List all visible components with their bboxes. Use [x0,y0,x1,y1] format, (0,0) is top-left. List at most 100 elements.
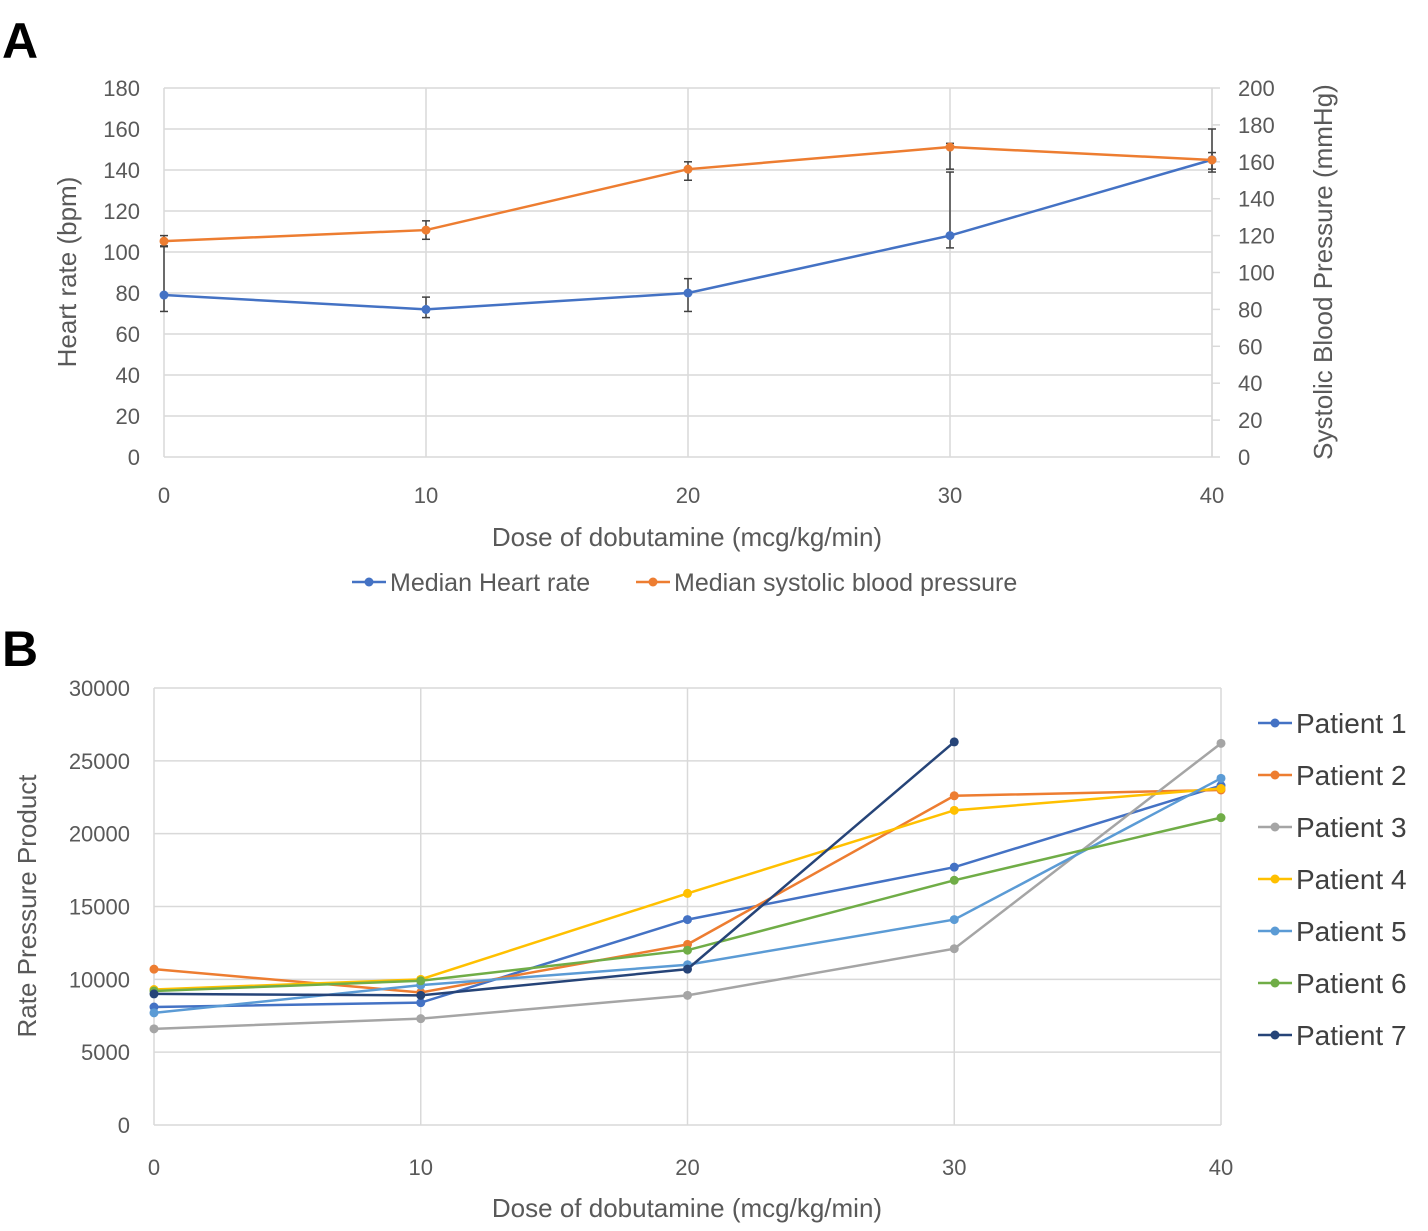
patient-5-point [1216,773,1226,783]
panel-b-x-tick-label: 0 [148,1155,160,1180]
patient-1-legend-marker [1270,718,1280,728]
panel-a-y2-tick-label: 20 [1238,408,1262,433]
patient-3-legend-label: Patient 3 [1296,812,1407,843]
panel-b-x-axis-title: Dose of dobutamine (mcg/kg/min) [492,1193,882,1223]
panel-a-y-tick-label: 0 [128,445,140,470]
patient-2-legend-label: Patient 2 [1296,760,1407,791]
panel-a-y2-tick-label: 180 [1238,113,1275,138]
legend-systolic-bp-marker [648,577,658,587]
panel-a-tick-labels: 0 20 40 60 80 100 120 140 160 180 0 10 20 30 40 0 20 40 60… [103,76,1274,508]
panel-a-x-tick-label: 10 [414,483,438,508]
patient-3-point [416,1014,426,1024]
patient-2-point [149,964,159,974]
panel-a-y-tick-label: 140 [103,158,140,183]
panel-a-y-axis-title: Heart rate (bpm) [52,177,82,368]
patient-7-point [949,737,959,747]
patient-5-point [949,915,959,925]
panel-a-y-tick-label: 60 [116,322,140,347]
systolic-bp-point [1207,155,1217,165]
panel-b-label: B [2,621,38,677]
patient-1-legend-label: Patient 1 [1296,708,1407,739]
patient-3-point [1216,738,1226,748]
heart-rate-point [159,290,169,300]
patient-6-point [416,976,426,986]
patient-1-point [683,915,692,925]
panel-b-x-tick-label: 30 [942,1155,966,1180]
panel-a-y-tick-label: 80 [116,281,140,306]
patient-3-point [149,1024,159,1034]
panel-a-chart: 0 20 40 60 80 100 120 140 160 180 0 10 20 30 40 0 20 40 60… [52,76,1338,597]
panel-a-y2-tick-label: 200 [1238,76,1275,101]
panel-a-y-tick-label: 40 [116,363,140,388]
patient-6-legend-marker [1270,978,1280,988]
patient-2-legend-marker [1270,770,1280,780]
patient-7-point [149,989,159,999]
patient-2-point [949,791,959,801]
patient-7-legend-label: Patient 7 [1296,1020,1407,1051]
panel-a-x-tick-label: 30 [938,483,962,508]
patient-3-point [949,944,959,954]
patient-5-legend-label: Patient 5 [1296,916,1407,947]
heart-rate-point [421,304,431,314]
patient-4-point [683,888,692,898]
panel-a-y-tick-label: 160 [103,117,140,142]
patient-7-legend-marker [1270,1030,1280,1040]
panel-b-y-tick-label: 15000 [69,895,130,920]
panel-b-x-tick-label: 40 [1209,1155,1233,1180]
panel-a-y-tick-label: 20 [116,404,140,429]
panel-a-y2-tick-label: 80 [1238,297,1262,322]
patient-7-point [416,990,426,1000]
patient-5-legend-marker [1270,926,1280,936]
panel-a-y-tick-label: 180 [103,76,140,101]
panel-a-y2-tick-label: 120 [1238,224,1275,249]
patient-1-point [416,998,426,1008]
systolic-bp-point [421,225,431,235]
panel-b-legend: Patient 1 Patient 2 Patient 3 Patient 4 Pati… [1258,708,1407,1051]
panel-b-x-tick-label: 20 [675,1155,699,1180]
patient-3-point [683,990,692,1000]
panel-b-y-tick-label: 10000 [69,967,130,992]
heart-rate-point [945,231,955,241]
patient-1-point [949,862,959,872]
panel-b-y-tick-label: 30000 [69,676,130,701]
legend-systolic-bp-label: Median systolic blood pressure [674,569,1017,597]
patient-7-point [683,964,692,974]
patient-6-point [683,945,692,955]
panel-a-legend: Median Heart rate Median systolic blood … [352,569,1017,597]
panel-a-y2-tick-label: 140 [1238,187,1275,212]
legend-heart-rate-label: Median Heart rate [390,569,590,597]
panel-a-gridlines [163,87,1220,458]
heart-rate-point [683,288,693,298]
panel-b-y-tick-label: 0 [118,1113,130,1138]
patient-6-point [1216,813,1226,823]
panel-b-y-tick-label: 5000 [81,1040,130,1065]
patient-4-legend-label: Patient 4 [1296,864,1407,895]
patient-3-legend-marker [1270,822,1280,832]
panel-a-x-tick-label: 0 [158,483,170,508]
panel-a-y2-tick-label: 40 [1238,371,1262,396]
panel-b-series [149,737,1226,1034]
panel-b-gridlines [153,687,1222,1126]
panel-a-x-tick-label: 20 [676,483,700,508]
panel-b-tick-labels: 0 5000 10000 15000 20000 25000 30000 0 10 20 30 40 [69,676,1233,1180]
patient-5-point [149,1008,159,1018]
panel-a-series [159,142,1217,314]
systolic-bp-point [945,142,955,152]
panel-a-y2-tick-label: 100 [1238,261,1275,286]
patient-7-line [153,740,956,997]
panel-b-y-axis-title: Rate Pressure Product [12,774,42,1038]
patient-6-legend-label: Patient 6 [1296,968,1407,999]
panel-a-y-tick-label: 100 [103,240,140,265]
systolic-bp-point [683,164,693,174]
patient-6-point [949,875,959,885]
patient-4-point [949,805,959,815]
panel-a-y2-axis-title: Systolic Blood Pressure (mmHg) [1308,84,1338,460]
patient-4-legend-marker [1270,874,1280,884]
panel-a-y2-tick-label: 60 [1238,334,1262,359]
panel-a-y2-tick-label: 0 [1238,445,1250,470]
legend-heart-rate-marker [364,577,374,587]
panel-b-x-tick-label: 10 [409,1155,433,1180]
panel-a-label: A [2,13,38,69]
